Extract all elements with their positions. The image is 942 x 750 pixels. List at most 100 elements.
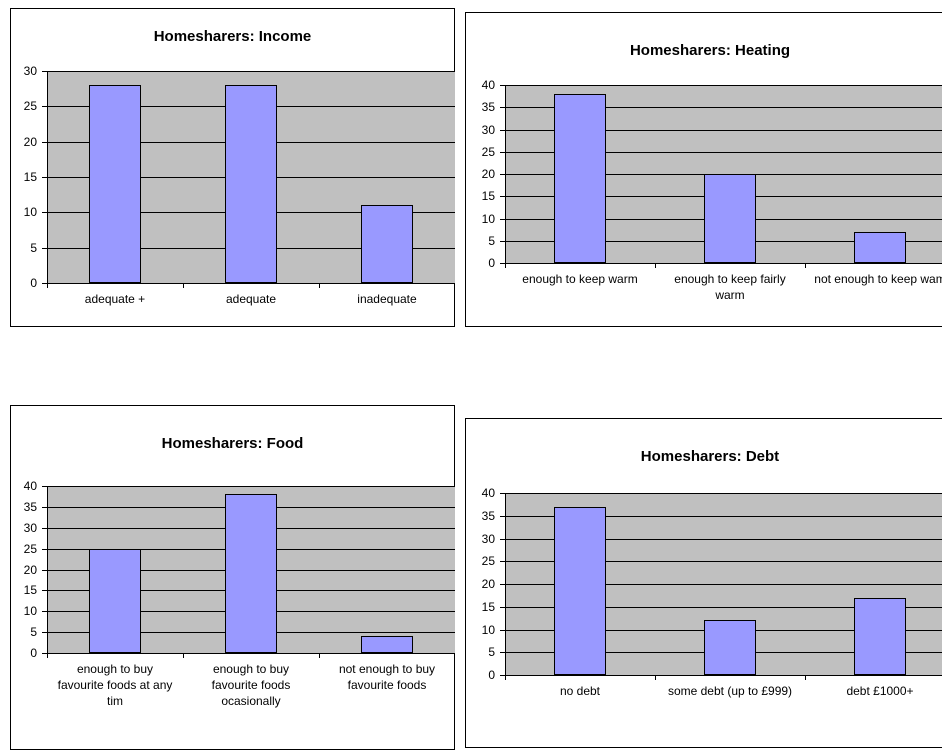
- bar: [361, 636, 413, 653]
- y-tick-label: 15: [23, 170, 37, 184]
- chart-title: Homesharers: Income: [153, 28, 312, 45]
- x-tick-label: enough to buy favourite foods ocasionall…: [211, 662, 291, 708]
- tick-mark: [42, 141, 47, 143]
- bar: [225, 85, 277, 283]
- tick-mark: [500, 606, 505, 608]
- x-tick-mark: [805, 675, 806, 680]
- chart-title: Homesharers: Debt: [640, 448, 780, 465]
- bar: [554, 93, 606, 263]
- tick-mark: [500, 174, 505, 175]
- tick-mark: [42, 632, 47, 634]
- y-tick-label: 20: [23, 134, 37, 149]
- tick-mark: [500, 129, 505, 131]
- tick-mark: [500, 85, 505, 86]
- y-tick-label: 25: [23, 541, 37, 556]
- y-tick-label: 35: [481, 100, 495, 115]
- tick-mark: [500, 196, 505, 198]
- chart-title: Homesharers: Heating: [629, 42, 791, 59]
- tick-mark: [42, 71, 47, 72]
- y-tick-label: 35: [481, 508, 495, 523]
- y-tick-label: 5: [488, 645, 495, 660]
- y-tick-label: 20: [23, 562, 37, 577]
- tick-mark: [42, 106, 47, 108]
- tick-mark: [42, 283, 47, 284]
- y-tick-label: 0: [488, 256, 495, 270]
- tick-mark: [500, 263, 505, 264]
- x-tick-label: not enough to keep wam: [814, 272, 942, 286]
- y-tick-label: 40: [481, 78, 495, 92]
- tick-mark: [42, 590, 47, 592]
- y-tick-label: 0: [30, 276, 37, 290]
- bar: [854, 597, 906, 675]
- bar: [89, 548, 141, 653]
- y-tick-label: 0: [30, 646, 37, 660]
- x-tick-label: debt £1000+: [846, 684, 914, 698]
- y-tick-label: 15: [23, 583, 37, 598]
- y-tick-label: 40: [23, 479, 37, 493]
- y-tick-label: 30: [481, 531, 495, 546]
- tick-mark: [500, 561, 505, 563]
- y-axis: [505, 85, 506, 264]
- y-tick-label: 15: [481, 599, 495, 614]
- grid-line: [505, 515, 942, 517]
- y-tick-label: 20: [481, 167, 495, 181]
- grid-line: [505, 107, 942, 109]
- tick-mark: [500, 675, 505, 676]
- x-tick-mark: [47, 653, 48, 658]
- grid-line: [505, 606, 942, 608]
- tick-mark: [42, 527, 47, 529]
- grid-line: [505, 129, 942, 131]
- y-tick-label: 10: [481, 622, 495, 637]
- y-axis: [47, 486, 48, 654]
- y-tick-label: 5: [30, 240, 37, 255]
- y-tick-label: 10: [23, 205, 37, 220]
- grid-line: [505, 263, 942, 264]
- tick-mark: [42, 653, 47, 654]
- bar: [704, 620, 756, 675]
- y-tick-label: 35: [23, 499, 37, 514]
- grid-line: [47, 283, 455, 284]
- y-tick-label: 15: [481, 189, 495, 204]
- x-tick-label: not enough to buy favourite foods: [338, 662, 436, 692]
- x-tick-label: inadequate: [357, 292, 417, 306]
- x-tick-mark: [183, 653, 184, 658]
- tick-mark: [42, 177, 47, 178]
- y-tick-label: 25: [481, 554, 495, 569]
- x-tick-label: no debt: [559, 684, 601, 698]
- y-tick-label: 5: [30, 625, 37, 640]
- x-tick-mark: [655, 263, 656, 268]
- tick-mark: [500, 107, 505, 109]
- y-axis: [505, 493, 506, 676]
- grid-line: [505, 561, 942, 563]
- y-tick-label: 25: [481, 144, 495, 159]
- tick-mark: [500, 218, 505, 220]
- x-tick-mark: [505, 675, 506, 680]
- y-tick-label: 25: [23, 99, 37, 114]
- x-tick-label: enough to keep fairly warm: [674, 272, 786, 302]
- grid-line: [505, 85, 942, 86]
- y-tick-label: 0: [488, 668, 495, 682]
- y-tick-label: 30: [481, 122, 495, 137]
- grid-line: [47, 486, 455, 487]
- bar: [854, 231, 906, 263]
- y-tick-label: 30: [23, 64, 37, 78]
- y-tick-label: 40: [481, 486, 495, 500]
- bar: [554, 506, 606, 675]
- x-tick-label: enough to keep warm: [522, 272, 638, 286]
- grid-line: [505, 584, 942, 585]
- tick-mark: [500, 493, 505, 494]
- x-tick-mark: [319, 653, 320, 658]
- x-tick-mark: [805, 263, 806, 268]
- y-tick-label: 5: [488, 233, 495, 248]
- bar: [89, 85, 141, 283]
- x-tick-mark: [319, 283, 320, 288]
- x-tick-mark: [47, 283, 48, 288]
- y-tick-label: 20: [481, 577, 495, 591]
- tick-mark: [500, 240, 505, 242]
- y-tick-label: 10: [481, 211, 495, 226]
- chart-title: Homesharers: Food: [161, 435, 304, 452]
- tick-mark: [42, 247, 47, 249]
- bar: [225, 494, 277, 653]
- grid-line: [47, 653, 455, 654]
